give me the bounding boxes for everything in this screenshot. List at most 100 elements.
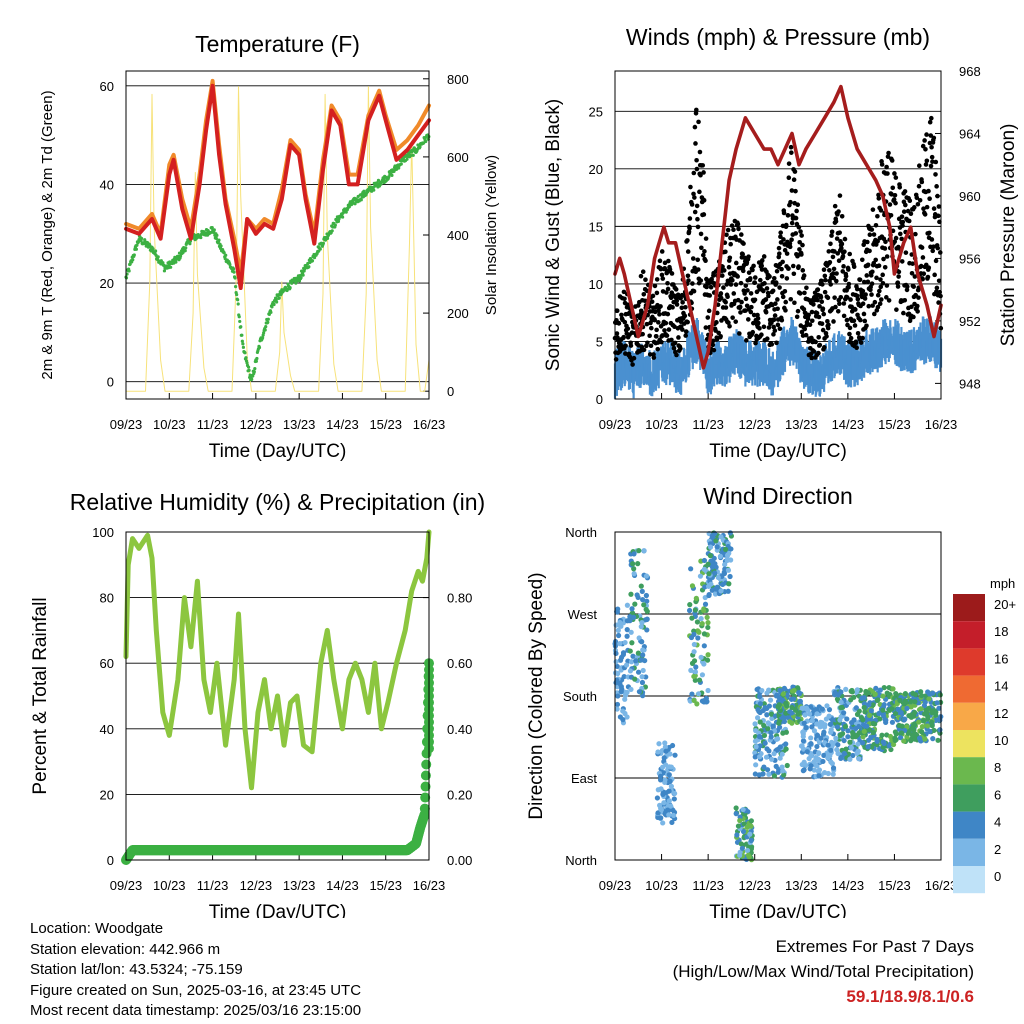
- point-gust: [864, 323, 869, 329]
- point-gust: [838, 294, 844, 300]
- point-direction: [630, 653, 636, 659]
- point-gust: [670, 305, 675, 310]
- point-gust: [696, 119, 701, 125]
- point-direction: [841, 737, 847, 744]
- plot-frame: [614, 531, 942, 861]
- point-direction: [639, 588, 645, 594]
- point-direction: [762, 740, 768, 746]
- point-direction: [621, 673, 627, 680]
- point-direction: [706, 583, 712, 589]
- point-direction: [803, 725, 809, 731]
- point-gust: [676, 335, 681, 340]
- point-direction: [766, 703, 772, 709]
- point-direction: [908, 699, 914, 705]
- point-gust: [866, 303, 872, 309]
- point-gust: [886, 150, 891, 156]
- legend-label: 20+: [994, 597, 1016, 612]
- point-direction: [635, 650, 641, 656]
- point-direction: [753, 762, 759, 768]
- point-direction: [697, 573, 704, 579]
- point-direction: [615, 632, 622, 639]
- point-direction: [881, 740, 887, 746]
- point-direction: [691, 649, 697, 655]
- point-gust: [887, 202, 893, 207]
- point-direction: [826, 713, 832, 719]
- point-gust: [711, 347, 717, 353]
- point-gust: [786, 266, 791, 271]
- point-gust: [791, 271, 797, 277]
- point-gust: [865, 279, 871, 285]
- point-gust: [807, 322, 813, 328]
- point-gust: [727, 323, 732, 329]
- point-gust: [748, 291, 754, 296]
- point-gust: [776, 254, 782, 260]
- point-gust: [842, 249, 847, 254]
- point-dewpoint: [162, 263, 166, 267]
- point-direction: [705, 652, 711, 658]
- point-precip: [420, 792, 431, 803]
- point-gust: [698, 278, 704, 283]
- point-gust: [697, 189, 702, 195]
- point-gust: [753, 340, 758, 346]
- point-gust: [691, 191, 696, 197]
- point-direction: [767, 697, 774, 703]
- point-gust: [809, 309, 815, 315]
- point-gust: [788, 199, 793, 205]
- legend-swatch: [953, 784, 985, 812]
- point-direction: [811, 728, 818, 734]
- point-direction: [737, 817, 743, 824]
- point-direction: [631, 614, 637, 620]
- point-direction: [777, 744, 783, 750]
- point-gust: [775, 297, 780, 302]
- point-gust: [769, 342, 775, 347]
- point-dewpoint: [124, 276, 129, 280]
- point-gust: [735, 297, 741, 303]
- point-direction: [841, 710, 847, 716]
- point-gust: [819, 321, 825, 326]
- point-direction: [717, 553, 724, 559]
- point-direction: [801, 767, 807, 773]
- point-gust: [857, 277, 863, 283]
- x-tick-label: 16/23: [413, 878, 446, 893]
- point-direction: [667, 778, 673, 784]
- y2-tick-label: 800: [447, 72, 469, 87]
- point-gust: [729, 223, 735, 228]
- point-gust: [900, 219, 906, 225]
- point-direction: [764, 690, 770, 696]
- point-gust: [761, 254, 767, 259]
- point-direction: [707, 544, 714, 550]
- point-direction: [843, 746, 849, 752]
- point-gust: [832, 203, 838, 209]
- point-direction: [658, 815, 664, 821]
- x-tick-label: 13/23: [785, 417, 818, 432]
- point-direction: [843, 686, 849, 692]
- point-direction: [821, 729, 827, 735]
- point-gust: [917, 197, 923, 203]
- point-gust: [666, 258, 671, 264]
- point-gust: [803, 332, 809, 338]
- x-tick-label: 09/23: [599, 878, 632, 893]
- point-direction: [704, 614, 710, 620]
- point-gust: [893, 200, 898, 206]
- point-gust: [779, 273, 785, 279]
- point-direction: [639, 639, 645, 645]
- legend-label: 0: [994, 869, 1001, 884]
- point-gust: [903, 202, 908, 208]
- legend-swatch: [953, 866, 985, 894]
- y-tick-label: South: [563, 689, 597, 704]
- point-gust: [913, 231, 918, 237]
- point-direction: [924, 723, 931, 729]
- point-gust: [933, 172, 938, 177]
- point-gust: [911, 284, 917, 289]
- legend-label: 16: [994, 651, 1008, 666]
- point-gust: [916, 295, 921, 300]
- point-dewpoint: [272, 302, 276, 307]
- point-direction: [830, 771, 836, 777]
- point-direction: [866, 701, 872, 708]
- point-gust: [744, 338, 749, 343]
- point-direction: [692, 669, 698, 675]
- point-direction: [622, 692, 629, 698]
- point-direction: [739, 845, 745, 851]
- point-direction: [658, 807, 664, 813]
- point-direction: [639, 619, 645, 626]
